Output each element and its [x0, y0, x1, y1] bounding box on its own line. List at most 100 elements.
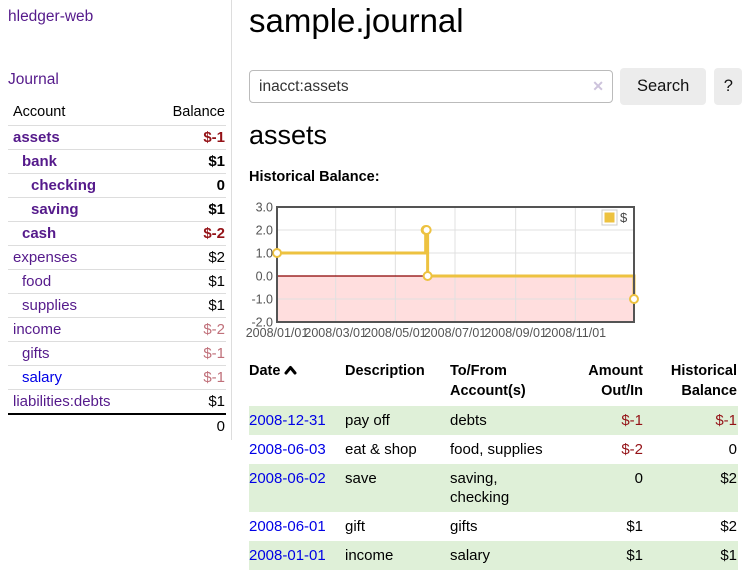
account-row: gifts $-1	[8, 341, 226, 366]
accounts-header-row: Account Balance	[8, 100, 226, 126]
y-tick-label: -2.0	[251, 316, 273, 330]
register-row: 2008-06-03 eat & shop food, supplies $-2 0	[249, 435, 738, 464]
app-title-link[interactable]: hledger-web	[8, 8, 94, 25]
account-balance: 0	[216, 177, 225, 194]
legend-label: $	[620, 210, 628, 225]
data-point-marker	[421, 225, 432, 235]
help-button[interactable]: ?	[714, 68, 742, 105]
account-row: supplies $1	[8, 293, 226, 318]
account-row: bank $1	[8, 149, 226, 174]
register-col-date-label: Date	[249, 363, 281, 379]
account-balance: $-1	[203, 345, 225, 362]
account-balance: $1	[208, 393, 225, 410]
account-link[interactable]: gifts	[22, 345, 50, 362]
account-link[interactable]: expenses	[13, 249, 78, 266]
historical-balance-chart: $3.0 2.0 1.0 0.0 -1.0 -2.02008/01/012008/03/0…	[246, 201, 639, 340]
account-link[interactable]: supplies	[22, 297, 78, 314]
transaction-balance: $2	[720, 470, 737, 487]
transaction-date-link[interactable]: 2008-12-31	[249, 412, 326, 429]
transaction-accounts: food, supplies	[450, 441, 543, 458]
account-link[interactable]: assets	[13, 129, 60, 146]
transaction-description: pay off	[345, 412, 390, 429]
transaction-amount: $1	[626, 518, 643, 535]
account-link[interactable]: cash	[22, 225, 57, 242]
account-link[interactable]: bank	[22, 153, 58, 170]
account-link[interactable]: liabilities:debts	[13, 393, 111, 410]
account-link[interactable]: income	[13, 321, 62, 338]
sidebar-divider	[231, 0, 232, 440]
account-balance: $1	[208, 201, 225, 218]
register-table: Date Description To/From Account(s) Amou…	[249, 361, 738, 570]
account-row: food $1	[8, 269, 226, 294]
account-row: saving $1	[8, 197, 226, 222]
search-box: ✕	[249, 70, 613, 103]
account-link[interactable]: salary	[22, 369, 63, 386]
clear-search-icon[interactable]: ✕	[592, 78, 604, 94]
search-input[interactable]	[249, 70, 613, 103]
register-col-accounts: To/From Account(s)	[450, 363, 526, 399]
account-balance: $-2	[203, 321, 225, 338]
transaction-description: eat & shop	[345, 441, 417, 458]
account-row: assets $-1	[8, 125, 226, 150]
transaction-date-link[interactable]: 2008-06-02	[249, 470, 326, 487]
x-tick-label: 2008/03/01	[304, 326, 367, 340]
account-row: income $-2	[8, 317, 226, 342]
page-title: sample.journal	[249, 2, 464, 39]
transaction-amount: $1	[626, 547, 643, 564]
plot-border	[276, 206, 635, 323]
accounts-table: Account Balance assets $-1 bank $1 checking 0…	[8, 100, 226, 438]
search-form: ✕ Search ?	[249, 68, 742, 105]
transaction-accounts: saving, checking	[450, 470, 510, 506]
data-point-marker	[422, 271, 433, 281]
legend-swatch	[604, 212, 615, 223]
register-row: 2008-01-01 income salary $1 $1	[249, 541, 738, 570]
register-row: 2008-06-02 save saving, checking 0 $2	[249, 464, 738, 512]
register-col-date[interactable]: Date	[249, 361, 345, 406]
transaction-balance: 0	[728, 441, 737, 458]
x-tick-label: 2008/01/01	[246, 326, 309, 340]
y-tick-label: 3.0	[256, 201, 273, 215]
register-col-amount: Amount Out/In	[588, 363, 643, 399]
data-point-marker	[272, 248, 282, 258]
x-tick-label: 2008/11/01	[544, 326, 606, 340]
sidebar-item-journal[interactable]: Journal	[8, 71, 59, 88]
register-row: 2008-12-31 pay off debts $-1 $-1	[249, 406, 738, 435]
transaction-amount: $-1	[621, 412, 643, 429]
transaction-balance: $-1	[715, 412, 737, 429]
account-row: cash $-2	[8, 221, 226, 246]
data-point-marker	[629, 294, 639, 304]
y-tick-label: -1.0	[251, 293, 273, 307]
account-link[interactable]: food	[22, 273, 52, 290]
account-row: liabilities:debts $1	[8, 389, 226, 415]
account-balance: $-2	[203, 225, 225, 242]
y-tick-label: 1.0	[256, 247, 273, 261]
x-tick-label: 2008/05/01	[364, 326, 427, 340]
transaction-date-link[interactable]: 2008-01-01	[249, 547, 326, 564]
account-row: salary $-1	[8, 365, 226, 390]
accounts-col-account: Account	[13, 104, 66, 120]
transaction-date-link[interactable]: 2008-06-01	[249, 518, 326, 535]
transaction-description: gift	[345, 518, 366, 535]
register-row: 2008-06-01 gift gifts $1 $2	[249, 512, 738, 541]
transaction-accounts: debts	[450, 412, 487, 429]
account-link[interactable]: checking	[31, 177, 97, 194]
account-row: checking 0	[8, 173, 226, 198]
transaction-accounts: gifts	[450, 518, 478, 535]
transaction-date-link[interactable]: 2008-06-03	[249, 441, 326, 458]
x-tick-label: 2008/07/01	[424, 326, 487, 340]
search-button[interactable]: Search	[620, 68, 707, 105]
account-balance: $1	[208, 297, 225, 314]
transaction-amount: $-2	[621, 441, 643, 458]
account-balance: $-1	[203, 129, 225, 146]
sort-ascending-icon	[284, 361, 297, 381]
x-tick-label: 2008/09/01	[484, 326, 547, 340]
accounts-total-row: 0	[8, 414, 226, 438]
chart-title: Historical Balance:	[249, 169, 380, 185]
register-col-balance: Historical Balance	[670, 363, 737, 399]
transaction-balance: $2	[720, 518, 737, 535]
accounts-total-value: 0	[216, 418, 225, 435]
transaction-description: save	[345, 470, 377, 487]
y-tick-label: 2.0	[256, 224, 273, 238]
account-link[interactable]: saving	[31, 201, 79, 218]
transaction-description: income	[345, 547, 394, 564]
